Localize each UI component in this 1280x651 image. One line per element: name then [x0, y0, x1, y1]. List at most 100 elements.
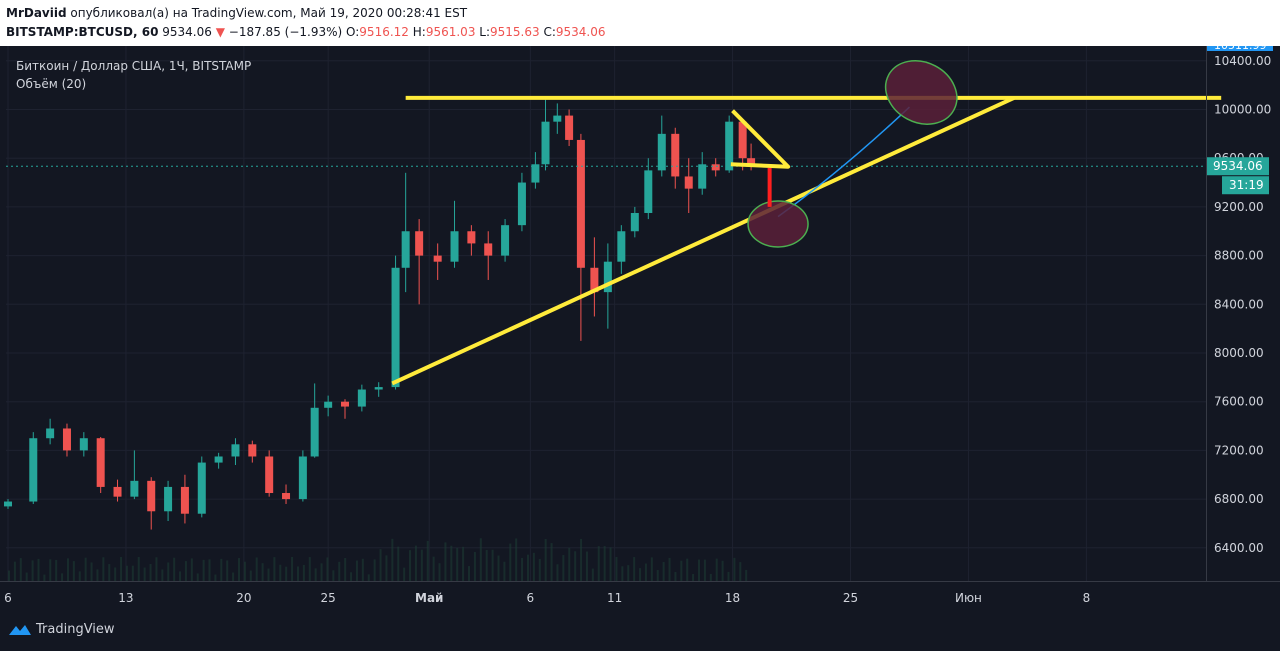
candle [401, 172, 410, 293]
volume-bar [243, 561, 246, 581]
y-tick-label: 8400.00 [1214, 297, 1264, 311]
volume-bar [350, 572, 353, 581]
publish-header: MrDaviid опубликовал(а) на TradingView.c… [0, 0, 1280, 46]
volume-bar [208, 559, 211, 581]
price-chart[interactable]: 6400.00 6800.00 7200.00 7600.00 8000.00 8400.… [0, 46, 1280, 612]
candle-body [79, 438, 88, 451]
candle [501, 219, 510, 262]
volume-bar [556, 564, 559, 581]
candle-body [298, 456, 307, 500]
volume-bar [438, 563, 441, 581]
candle-body [62, 428, 71, 451]
candle-body [433, 255, 442, 262]
candle [644, 158, 653, 220]
volume-bar [361, 558, 364, 581]
candle-body [147, 480, 156, 512]
open-value: 9516.12 [359, 25, 409, 39]
candle-body [374, 387, 383, 390]
candle-body [657, 133, 666, 171]
candle [711, 158, 720, 177]
candle [484, 231, 493, 280]
volume-bar [296, 566, 299, 581]
candle [298, 450, 307, 502]
volume-bar [155, 557, 158, 581]
volume-bar [397, 546, 400, 581]
volume-bar [450, 545, 453, 581]
volume-bar [167, 562, 170, 581]
volume-bar [61, 573, 64, 581]
candle [180, 474, 189, 524]
volume-bar [338, 561, 341, 581]
volume-bar [462, 546, 465, 581]
ohlc-line: BITSTAMP:BTCUSD, 60 9534.06 ▼ −187.85 (−… [6, 25, 606, 39]
candle [357, 384, 366, 412]
volume-bar [574, 551, 577, 581]
y-tick-label: 10000.00 [1214, 103, 1271, 117]
published-text: опубликовал(а) на TradingView.com, Май 1… [70, 6, 468, 20]
countdown-badge-label: 31:19 [1229, 178, 1264, 192]
price-change: −187.85 (−1.93%) [228, 25, 343, 39]
last-price: 9534.06 [162, 25, 212, 39]
candle [684, 158, 693, 213]
volume-bar [597, 546, 600, 581]
candle-body [391, 267, 400, 388]
volume-bar [391, 538, 394, 581]
volume-bar [538, 558, 541, 581]
legend-title: Биткоин / Доллар США, 1Ч, BITSTAMP [16, 59, 252, 73]
volume-bar [137, 557, 140, 581]
volume-bar [102, 557, 105, 581]
volume-bar [639, 568, 642, 581]
volume-bar [580, 538, 583, 581]
candle-body [576, 139, 585, 268]
candle-body [357, 389, 366, 407]
x-tick-label: 11 [607, 591, 622, 605]
volume-bar [674, 572, 677, 581]
volume-bar [703, 559, 706, 581]
volume-bar [432, 556, 435, 581]
volume-bar [72, 561, 75, 581]
volume-bar [108, 564, 111, 581]
candle-body [310, 407, 319, 457]
volume-bar [238, 558, 241, 581]
volume-bar [532, 552, 535, 581]
volume-bar [261, 563, 264, 581]
candle [698, 152, 707, 195]
volume-bar [491, 549, 494, 581]
candle-series [4, 99, 756, 530]
candle-body [29, 438, 38, 502]
candle-body [738, 121, 747, 159]
candle [738, 119, 747, 171]
x-tick-label: 18 [725, 591, 740, 605]
volume-bar [308, 557, 311, 581]
volume-bar [403, 567, 406, 581]
volume-bar [644, 563, 647, 581]
volume-bar [485, 549, 488, 581]
chart-legend: Биткоин / Доллар США, 1Ч, BITSTAMP Объём… [16, 57, 251, 93]
volume-bar [745, 569, 748, 581]
author-name[interactable]: MrDaviid [6, 6, 67, 20]
candle [324, 395, 333, 417]
volume-bar [344, 557, 347, 581]
volume-bar [149, 563, 152, 581]
candle-body [671, 133, 680, 177]
candle-body [630, 212, 639, 232]
candle-body [324, 401, 333, 408]
candle [671, 127, 680, 189]
target-low-ellipse [747, 200, 809, 248]
candle-body [747, 158, 756, 167]
candle [164, 480, 173, 522]
volume-bar [692, 574, 695, 581]
candle [415, 219, 424, 305]
candle-body [265, 456, 274, 494]
tradingview-brand[interactable]: TradingView [8, 622, 115, 637]
volume-bar [190, 558, 193, 581]
volume-bar [680, 560, 683, 581]
volume-bar [650, 557, 653, 581]
volume-bar [161, 569, 164, 581]
volume-bar [131, 565, 134, 581]
candle-body [698, 164, 707, 189]
volume-bar [497, 555, 500, 581]
volume-bar [526, 554, 529, 581]
current-price-badge [1207, 157, 1269, 176]
volume-bar [249, 570, 252, 581]
